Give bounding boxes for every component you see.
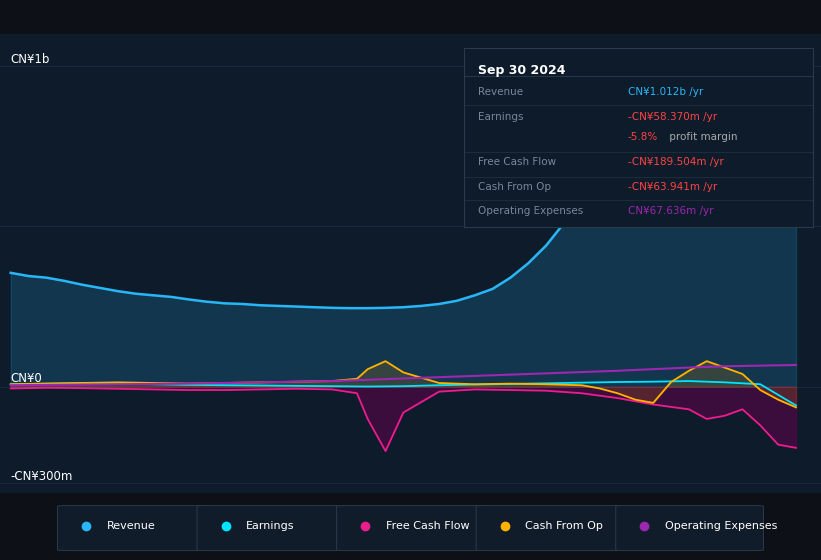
Text: -CN¥189.504m /yr: -CN¥189.504m /yr (628, 157, 723, 167)
Text: Free Cash Flow: Free Cash Flow (386, 521, 470, 531)
FancyBboxPatch shape (616, 506, 764, 550)
Text: -5.8%: -5.8% (628, 132, 658, 142)
Text: profit margin: profit margin (667, 132, 738, 142)
Text: CN¥0: CN¥0 (11, 371, 43, 385)
Text: Earnings: Earnings (478, 113, 523, 123)
Text: Earnings: Earnings (246, 521, 295, 531)
Text: Cash From Op: Cash From Op (525, 521, 603, 531)
Text: Operating Expenses: Operating Expenses (665, 521, 777, 531)
Text: Cash From Op: Cash From Op (478, 183, 551, 193)
FancyBboxPatch shape (57, 506, 205, 550)
Text: CN¥67.636m /yr: CN¥67.636m /yr (628, 206, 713, 216)
Text: Revenue: Revenue (478, 87, 523, 97)
Text: Revenue: Revenue (107, 521, 155, 531)
Text: CN¥1.012b /yr: CN¥1.012b /yr (628, 87, 703, 97)
FancyBboxPatch shape (337, 506, 484, 550)
Text: Operating Expenses: Operating Expenses (478, 206, 583, 216)
Text: -CN¥300m: -CN¥300m (11, 470, 73, 483)
Text: CN¥1b: CN¥1b (11, 53, 50, 66)
FancyBboxPatch shape (476, 506, 624, 550)
Text: Free Cash Flow: Free Cash Flow (478, 157, 556, 167)
FancyBboxPatch shape (197, 506, 345, 550)
Text: Sep 30 2024: Sep 30 2024 (478, 64, 566, 77)
Text: -CN¥63.941m /yr: -CN¥63.941m /yr (628, 183, 717, 193)
Text: -CN¥58.370m /yr: -CN¥58.370m /yr (628, 113, 717, 123)
